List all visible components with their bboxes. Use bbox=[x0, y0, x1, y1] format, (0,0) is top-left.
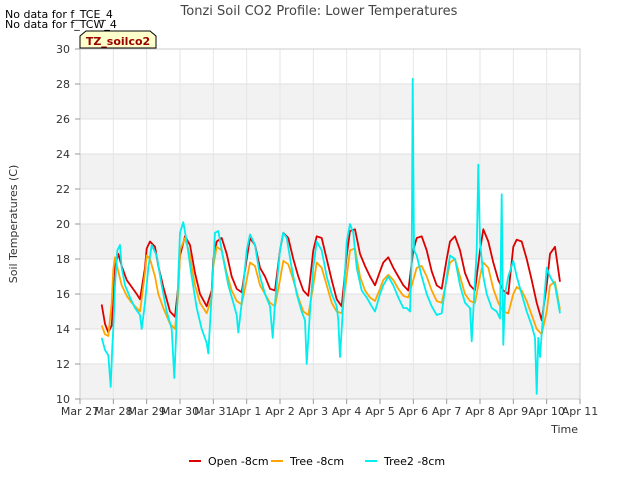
legend-item-0[interactable]: Open -8cm bbox=[189, 455, 269, 468]
y-tick-label: 16 bbox=[56, 288, 70, 301]
x-axis-title: Time bbox=[550, 423, 578, 436]
background-band bbox=[80, 364, 580, 399]
no-data-note-1: No data for f_TCE_4 bbox=[5, 8, 113, 21]
no-data-note-2: No data for f_TCW_4 bbox=[5, 18, 117, 31]
x-tick-label: Mar 30 bbox=[161, 405, 199, 418]
x-tick-label: Mar 29 bbox=[128, 405, 166, 418]
y-tick-label: 20 bbox=[56, 218, 70, 231]
background-band bbox=[80, 84, 580, 119]
legend-label: Open -8cm bbox=[208, 455, 269, 468]
y-tick-label: 30 bbox=[56, 43, 70, 56]
series-line-2 bbox=[100, 77, 561, 395]
x-tick-label: Apr 7 bbox=[432, 405, 462, 418]
badge-label: TZ_soilco2 bbox=[86, 35, 150, 48]
series-lines bbox=[100, 77, 561, 395]
x-tick-label: Mar 27 bbox=[61, 405, 99, 418]
x-tick-label: Apr 10 bbox=[528, 405, 565, 418]
x-tick-label: Apr 8 bbox=[465, 405, 495, 418]
legend-label: Tree2 -8cm bbox=[383, 455, 445, 468]
x-tick-label: Apr 1 bbox=[232, 405, 262, 418]
series-line-1 bbox=[100, 237, 561, 337]
x-tick-label: Apr 11 bbox=[562, 405, 599, 418]
y-tick-label: 24 bbox=[56, 148, 70, 161]
background-band bbox=[80, 224, 580, 259]
x-tick-label: Apr 3 bbox=[299, 405, 329, 418]
y-axis-ticks: 10 12 14 16 18 20 22 24 26 28 30 bbox=[56, 43, 80, 406]
legend-label: Tree -8cm bbox=[289, 455, 344, 468]
x-tick-label: Apr 5 bbox=[365, 405, 395, 418]
x-tick-label: Mar 31 bbox=[194, 405, 232, 418]
chart-title: Tonzi Soil CO2 Profile: Lower Temperatur… bbox=[180, 4, 458, 19]
background-band bbox=[80, 154, 580, 189]
x-tick-label: Apr 6 bbox=[399, 405, 429, 418]
background-bands bbox=[80, 84, 580, 399]
x-tick-label: Apr 2 bbox=[265, 405, 295, 418]
y-tick-label: 12 bbox=[56, 358, 70, 371]
y-tick-label: 26 bbox=[56, 113, 70, 126]
x-tick-label: Apr 4 bbox=[332, 405, 362, 418]
y-tick-label: 28 bbox=[56, 78, 70, 91]
badge-box bbox=[79, 30, 157, 49]
y-axis-title: Soil Temperatures (C) bbox=[7, 165, 20, 284]
x-tick-label: Apr 9 bbox=[499, 405, 529, 418]
y-tick-label: 14 bbox=[56, 323, 70, 336]
legend: Open -8cm Tree -8cm Tree2 -8cm bbox=[189, 455, 445, 468]
legend-item-1[interactable]: Tree -8cm bbox=[271, 455, 344, 468]
legend-item-2[interactable]: Tree2 -8cm bbox=[365, 455, 445, 468]
dataset-badge[interactable]: TZ_soilco2 bbox=[79, 30, 157, 49]
y-tick-label: 22 bbox=[56, 183, 70, 196]
y-tick-label: 10 bbox=[56, 393, 70, 406]
y-tick-label: 18 bbox=[56, 253, 70, 266]
x-tick-label: Mar 28 bbox=[94, 405, 132, 418]
